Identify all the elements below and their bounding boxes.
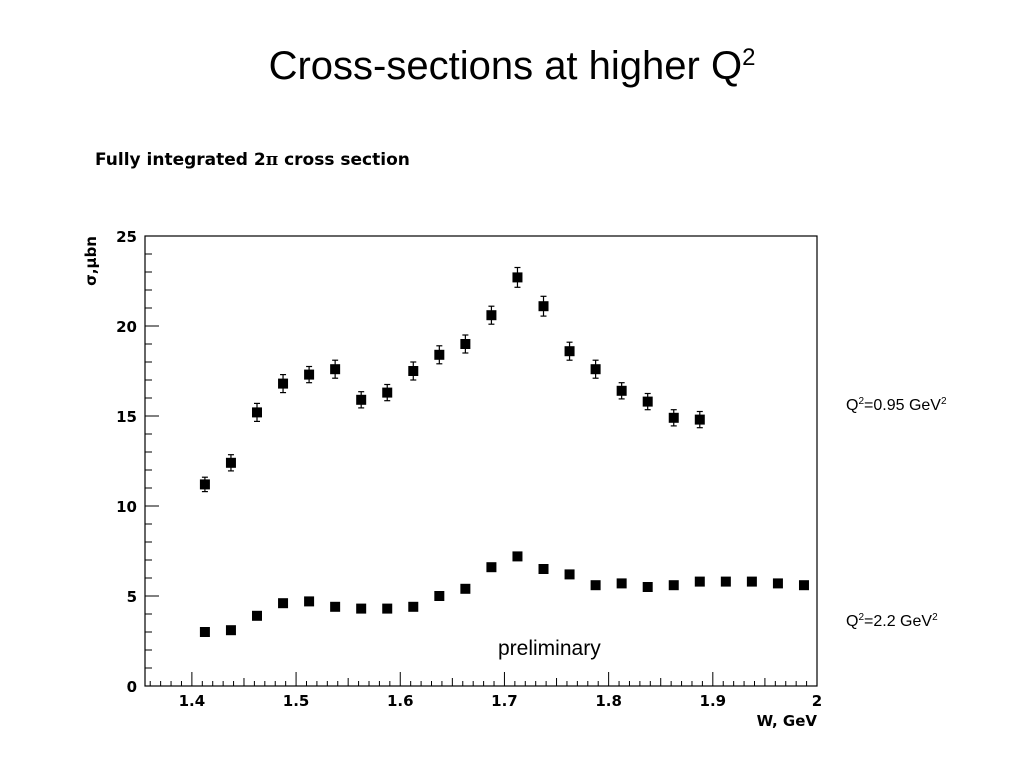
plot-frame [144,235,818,687]
chart-title: Fully integrated 2π cross section [95,150,410,170]
x-tick-label: 1.4 [179,692,206,710]
data-point [278,378,289,389]
data-point [694,576,705,587]
data-point [668,412,679,423]
data-point [382,387,393,398]
data-point [252,407,262,418]
series-label-q2-095: Q2=0.95 GeV2 [846,396,947,415]
data-point [330,364,341,375]
data-point [616,578,627,589]
data-point [382,603,393,614]
data-point [330,601,341,612]
data-point [225,457,236,468]
chart-title-pi-symbol: π [265,150,279,170]
data-point [356,603,367,614]
x-tick-label: 1.6 [387,692,414,710]
data-point [434,349,445,360]
series-label-22-sup2: 2 [932,612,938,623]
x-tick-label: 1.8 [595,692,622,710]
data-point [460,583,471,594]
data-point [564,569,575,580]
slide-title-superscript: 2 [742,44,756,71]
slide-title: Cross-sections at higher Q2 [0,32,1024,92]
series-label-22-base: Q [846,613,859,630]
chart-title-prefix: Fully integrated 2 [95,150,266,170]
data-point [564,346,575,357]
series-label-q2-22: Q2=2.2 GeV2 [846,612,938,631]
x-tick-label: 1.7 [491,692,518,710]
data-point [486,310,497,321]
y-tick-label: 10 [116,498,137,516]
y-tick-label: 20 [116,318,137,336]
data-point [798,580,809,591]
data-point [304,369,315,380]
data-point [225,625,236,636]
data-point [408,366,419,376]
series-label-22-mid: =2.2 GeV [864,613,933,630]
y-axis-label: σ,μbn [82,236,100,286]
data-point [252,610,262,621]
series-label-095-sup1: 2 [858,396,865,407]
data-point [199,627,210,637]
data-point [538,301,549,312]
data-point [668,580,679,591]
data-point [720,576,731,587]
data-point [408,601,419,612]
data-point [746,576,757,587]
series-0 [199,266,705,493]
y-tick-label: 5 [127,588,137,606]
x-tick-label: 1.9 [700,692,727,710]
data-point [512,272,523,283]
x-tick-label: 1.5 [283,692,310,710]
data-point [486,562,497,573]
data-point [642,582,653,592]
data-point [460,339,471,349]
data-point [199,479,210,490]
series-label-095-mid: =0.95 GeV [864,397,941,414]
preliminary-annotation: preliminary [498,637,601,660]
y-tick-label: 15 [116,408,137,426]
x-tick-label: 2 [812,692,822,710]
y-tick-label: 25 [116,228,137,246]
series-label-22-sup1: 2 [858,612,865,623]
data-point [616,385,627,396]
data-point [434,591,445,601]
data-point [590,364,601,375]
series-1 [199,551,809,637]
data-point [356,394,367,405]
y-tick-label: 0 [127,678,137,696]
data-point [538,564,549,574]
data-point [694,414,705,425]
x-axis-label: W, GeV [757,712,818,730]
data-point [512,551,523,562]
slide-title-text: Cross-sections at higher Q [268,44,743,88]
data-point [772,578,783,589]
data-point [278,598,289,609]
chart-title-suffix: cross section [278,150,410,170]
data-point [642,396,653,407]
data-point [590,580,601,591]
series-label-095-base: Q [846,397,859,414]
data-point [304,596,315,607]
series-label-095-sup2: 2 [940,396,947,407]
